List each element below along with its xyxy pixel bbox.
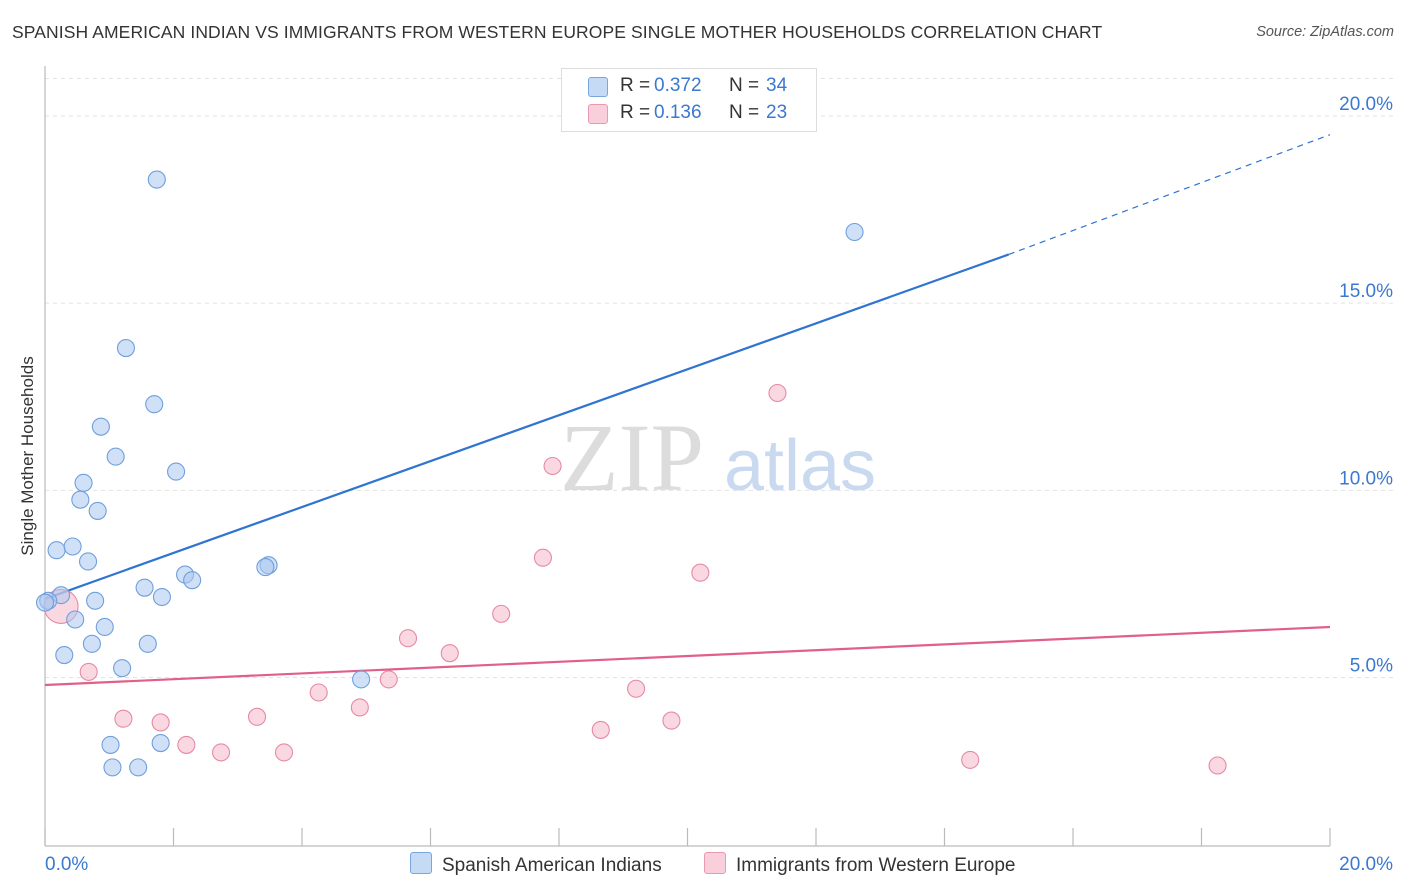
data-point-blue (151, 733, 170, 753)
data-point-blue (116, 339, 136, 358)
data-point-pink (492, 604, 511, 623)
data-point-pink (379, 670, 398, 689)
data-point-blue (167, 462, 186, 481)
legend-swatch-blue (410, 852, 432, 874)
y-tick-label: 15.0% (1339, 281, 1393, 302)
y-tick-label: 20.0% (1339, 94, 1393, 115)
data-point-blue (138, 634, 157, 653)
data-point-pink (627, 679, 646, 698)
data-point-blue (147, 170, 166, 189)
data-point-pink (350, 698, 369, 717)
watermark-atlas: atlas (724, 426, 876, 506)
data-point-pink (309, 683, 328, 702)
legend-r-label: R = (620, 75, 651, 96)
trend-line-pink (44, 625, 1331, 687)
data-point-blue (129, 758, 148, 777)
data-point-blue (135, 578, 154, 597)
data-point-blue (74, 473, 93, 492)
data-point-pink (114, 709, 133, 728)
legend-n-value: 34 (766, 75, 788, 96)
trend-line-blue-extension (1008, 134, 1331, 256)
legend-n-label: N = (729, 75, 760, 96)
data-point-blue (101, 735, 120, 754)
data-point-blue (91, 417, 110, 436)
trend-line-blue (44, 253, 1010, 600)
data-point-blue (103, 758, 122, 777)
legend-swatch-pink (588, 104, 608, 124)
watermark: ZIP atlas (560, 404, 876, 511)
source-label: Source: ZipAtlas.com (1256, 24, 1394, 40)
axes (44, 66, 1331, 847)
data-point-pink (440, 644, 459, 663)
legend-swatch-blue (588, 77, 608, 97)
legend-series-name: Immigrants from Western Europe (736, 855, 1016, 876)
data-point-pink (247, 707, 267, 726)
data-point-pink (211, 743, 231, 762)
bottom-legend-pink: Immigrants from Western Europe (704, 852, 1015, 877)
data-point-blue (86, 591, 105, 610)
data-point-pink (398, 629, 418, 648)
data-point-blue (95, 617, 114, 637)
data-point-blue (113, 659, 132, 678)
legend-n-label: N = (729, 102, 760, 123)
y-axis-label: Single Mother Households (18, 356, 37, 556)
data-point-blue (71, 490, 90, 509)
data-point-blue (66, 610, 85, 629)
x-tick-label: 20.0% (1339, 854, 1393, 875)
grid-lines (45, 78, 1393, 679)
data-point-blue (256, 558, 275, 577)
data-point-blue (82, 634, 101, 653)
y-tick-label: 10.0% (1339, 468, 1393, 489)
x-tick-label: 0.0% (45, 854, 88, 875)
stats-legend: R = 0.372 N = 34 R = 0.136 N = 23 (561, 68, 817, 132)
data-points (35, 170, 1227, 777)
data-point-blue (63, 537, 82, 556)
data-point-pink (79, 662, 98, 681)
data-point-pink (151, 713, 170, 732)
data-point-pink (533, 548, 552, 567)
data-point-pink (662, 711, 681, 730)
data-point-blue (183, 571, 202, 590)
chart-title: SPANISH AMERICAN INDIAN VS IMMIGRANTS FR… (12, 22, 1103, 42)
data-point-blue (152, 587, 171, 607)
data-point-blue (106, 447, 125, 466)
data-point-pink (768, 383, 787, 403)
data-point-blue (47, 541, 66, 560)
data-point-blue (845, 222, 864, 242)
legend-r-value: 0.136 (654, 102, 702, 123)
legend-r-label: R = (620, 102, 651, 123)
data-point-blue (55, 646, 74, 665)
data-point-pink (543, 456, 562, 476)
data-point-pink (177, 735, 196, 754)
legend-swatch-pink (704, 852, 726, 874)
data-point-blue (35, 593, 55, 612)
legend-r-value: 0.372 (654, 75, 702, 96)
data-point-blue (88, 501, 107, 520)
data-point-pink (961, 750, 980, 769)
legend-series-name: Spanish American Indians (442, 855, 662, 876)
data-point-blue (352, 670, 371, 689)
bottom-legend-blue: Spanish American Indians (410, 852, 662, 877)
watermark-zip: ZIP (560, 404, 704, 511)
y-tick-label: 5.0% (1350, 656, 1393, 677)
data-point-pink (1208, 756, 1227, 775)
data-point-blue (78, 552, 98, 571)
data-point-pink (274, 743, 294, 762)
data-point-pink (591, 720, 610, 739)
data-point-pink (691, 563, 710, 582)
trend-lines (44, 134, 1331, 687)
data-point-blue (145, 395, 164, 414)
legend-n-value: 23 (766, 102, 788, 123)
tick-labels: 5.0% 10.0% 15.0% 20.0% 0.0% 20.0% (45, 94, 1393, 875)
